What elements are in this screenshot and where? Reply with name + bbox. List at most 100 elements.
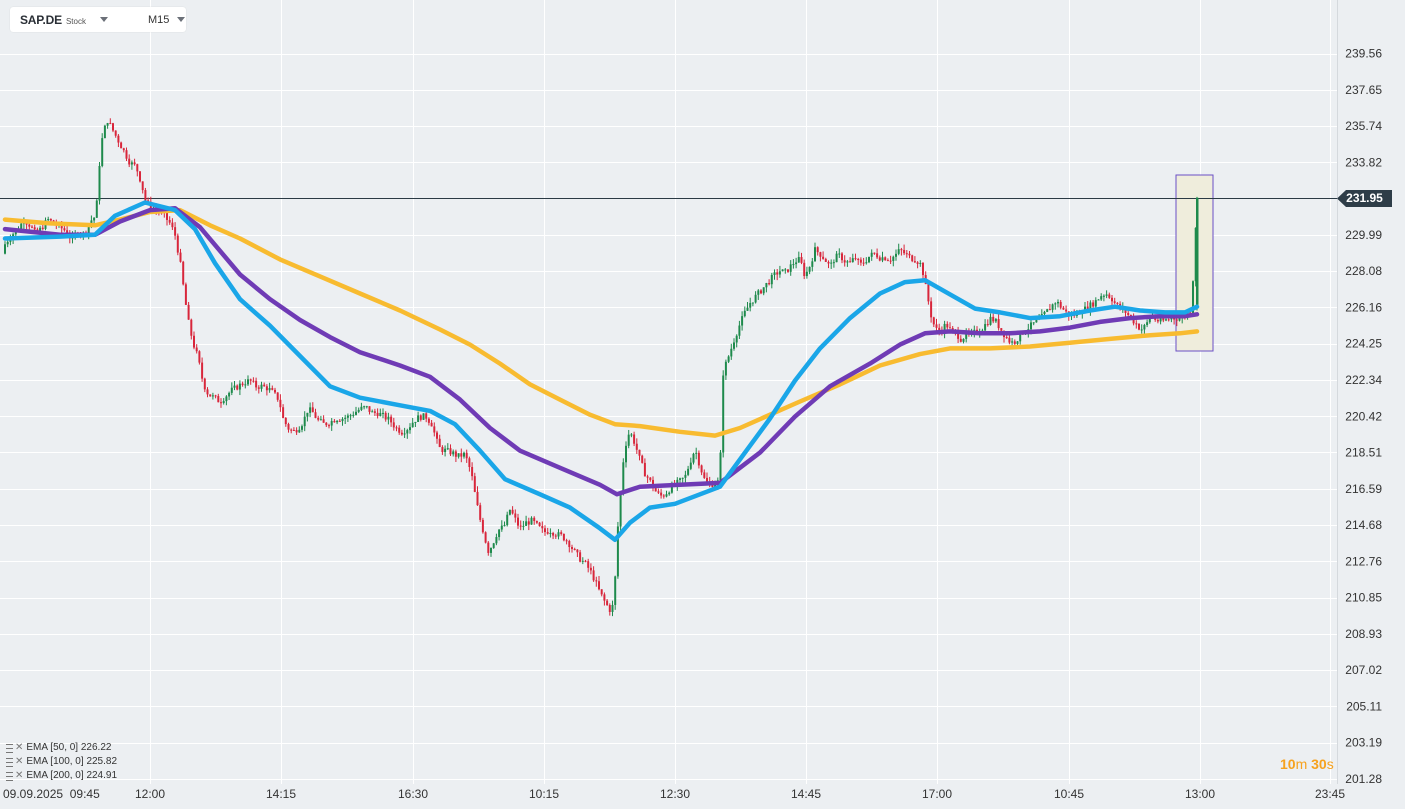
candle-body: [743, 310, 746, 317]
candle-body: [527, 521, 530, 525]
candle-body: [103, 125, 106, 139]
candle-body: [476, 491, 479, 506]
y-tick-label: 207.02: [1345, 663, 1382, 677]
candle-body: [409, 427, 411, 431]
candle-body: [425, 413, 428, 419]
candle-body: [144, 190, 147, 201]
candle-body: [495, 537, 498, 544]
legend-row-ema50[interactable]: ✕ EMA [50, 0] 226.22: [6, 741, 117, 755]
candle-body: [306, 412, 309, 417]
y-tick-label: 226.16: [1345, 300, 1382, 314]
remove-icon[interactable]: ✕: [15, 756, 24, 767]
candle-body: [573, 548, 576, 550]
candle-body: [1111, 297, 1113, 302]
candle-body: [39, 227, 42, 233]
candle-body: [319, 419, 322, 421]
candle-body: [63, 228, 66, 231]
candle-body: [611, 604, 614, 612]
y-tick-label: 214.68: [1345, 518, 1382, 532]
candle-body: [903, 249, 906, 254]
candle-body: [646, 476, 649, 478]
settings-list-icon[interactable]: [6, 743, 13, 753]
candle-body: [892, 256, 895, 261]
y-tick-label: 235.74: [1345, 119, 1382, 133]
candle-body: [257, 387, 260, 389]
timeframe-dropdown-icon[interactable]: [177, 17, 186, 22]
y-tick-label: 228.08: [1345, 264, 1382, 278]
timer-s-unit: s: [1326, 756, 1334, 772]
candle-body: [1192, 281, 1194, 314]
candle-body: [700, 465, 703, 473]
legend-row-ema100[interactable]: ✕ EMA [100, 0] 225.82: [6, 755, 117, 769]
candle-body: [398, 427, 401, 433]
candle-body: [193, 335, 195, 348]
candle-body: [797, 257, 800, 263]
candle-body: [357, 409, 360, 412]
candle-body: [762, 287, 765, 294]
candle-body: [781, 269, 784, 272]
candle-body: [1132, 317, 1135, 324]
candle-body: [360, 406, 363, 410]
candle-body: [1165, 319, 1167, 321]
y-tick-label: 210.85: [1345, 591, 1382, 605]
candle-body: [535, 521, 538, 523]
candle-body: [1108, 294, 1111, 298]
candle-body: [935, 324, 938, 328]
y-tick-label: 220.42: [1345, 409, 1382, 423]
symbol-dropdown-icon[interactable]: [99, 17, 108, 22]
symbol-selector[interactable]: SAP.DE Stock M15: [10, 7, 186, 32]
candle-body: [368, 406, 371, 412]
candle-body: [544, 528, 546, 533]
candle-body: [1013, 341, 1016, 344]
candle-body: [414, 421, 417, 423]
candle-body: [346, 415, 349, 418]
candle-body: [182, 261, 185, 285]
candle-body: [301, 426, 303, 430]
candle-body: [41, 227, 44, 229]
candle-body: [595, 580, 598, 582]
timer-seconds: 30: [1311, 756, 1327, 772]
candle-body: [352, 414, 355, 416]
ema-line-1: [2, 200, 1200, 543]
settings-list-icon[interactable]: [6, 757, 13, 767]
candle-body: [878, 257, 881, 261]
timeframe-value[interactable]: M15: [147, 13, 170, 26]
legend-row-ema200[interactable]: ✕ EMA [200, 0] 224.91: [6, 769, 117, 783]
candle-body: [843, 260, 846, 263]
candle-body: [724, 361, 727, 376]
candle-body: [1175, 319, 1178, 321]
candle-body: [184, 284, 187, 305]
y-tick-label: 237.65: [1345, 83, 1382, 97]
candle-body: [446, 448, 449, 450]
x-tick-label: 17:00: [922, 787, 952, 801]
candle-body: [884, 257, 887, 261]
candle-body: [390, 416, 393, 423]
candle-body: [865, 262, 868, 264]
candle-body: [868, 256, 870, 263]
remove-icon[interactable]: ✕: [15, 742, 24, 753]
ema50-value: 226.22: [80, 742, 112, 753]
candle-body: [638, 449, 641, 456]
symbol-name[interactable]: SAP.DE: [20, 12, 62, 27]
candle-body: [922, 263, 924, 276]
remove-icon[interactable]: ✕: [15, 770, 24, 781]
candle-body: [47, 219, 50, 221]
settings-list-icon[interactable]: [6, 771, 13, 781]
y-axis-labels: 239.56 237.65 235.74 233.82 229.99 228.08 226.…: [1345, 47, 1382, 786]
y-tick-label: 224.25: [1345, 337, 1382, 351]
candle-body: [803, 262, 806, 277]
candle-body: [427, 418, 430, 423]
candle-body: [268, 388, 271, 391]
candle-body: [506, 514, 509, 526]
candle-body: [284, 417, 287, 425]
candle-body: [101, 138, 104, 166]
candle-body: [117, 135, 120, 143]
candle-body: [784, 269, 787, 271]
candle-body: [1178, 318, 1181, 321]
indicator-legend: ✕ EMA [50, 0] 226.22 ✕ EMA [100, 0] 225.…: [6, 741, 117, 783]
candle-body: [592, 570, 595, 581]
candle-body: [832, 262, 835, 264]
candle-body: [28, 224, 31, 227]
candle-body: [125, 150, 128, 159]
